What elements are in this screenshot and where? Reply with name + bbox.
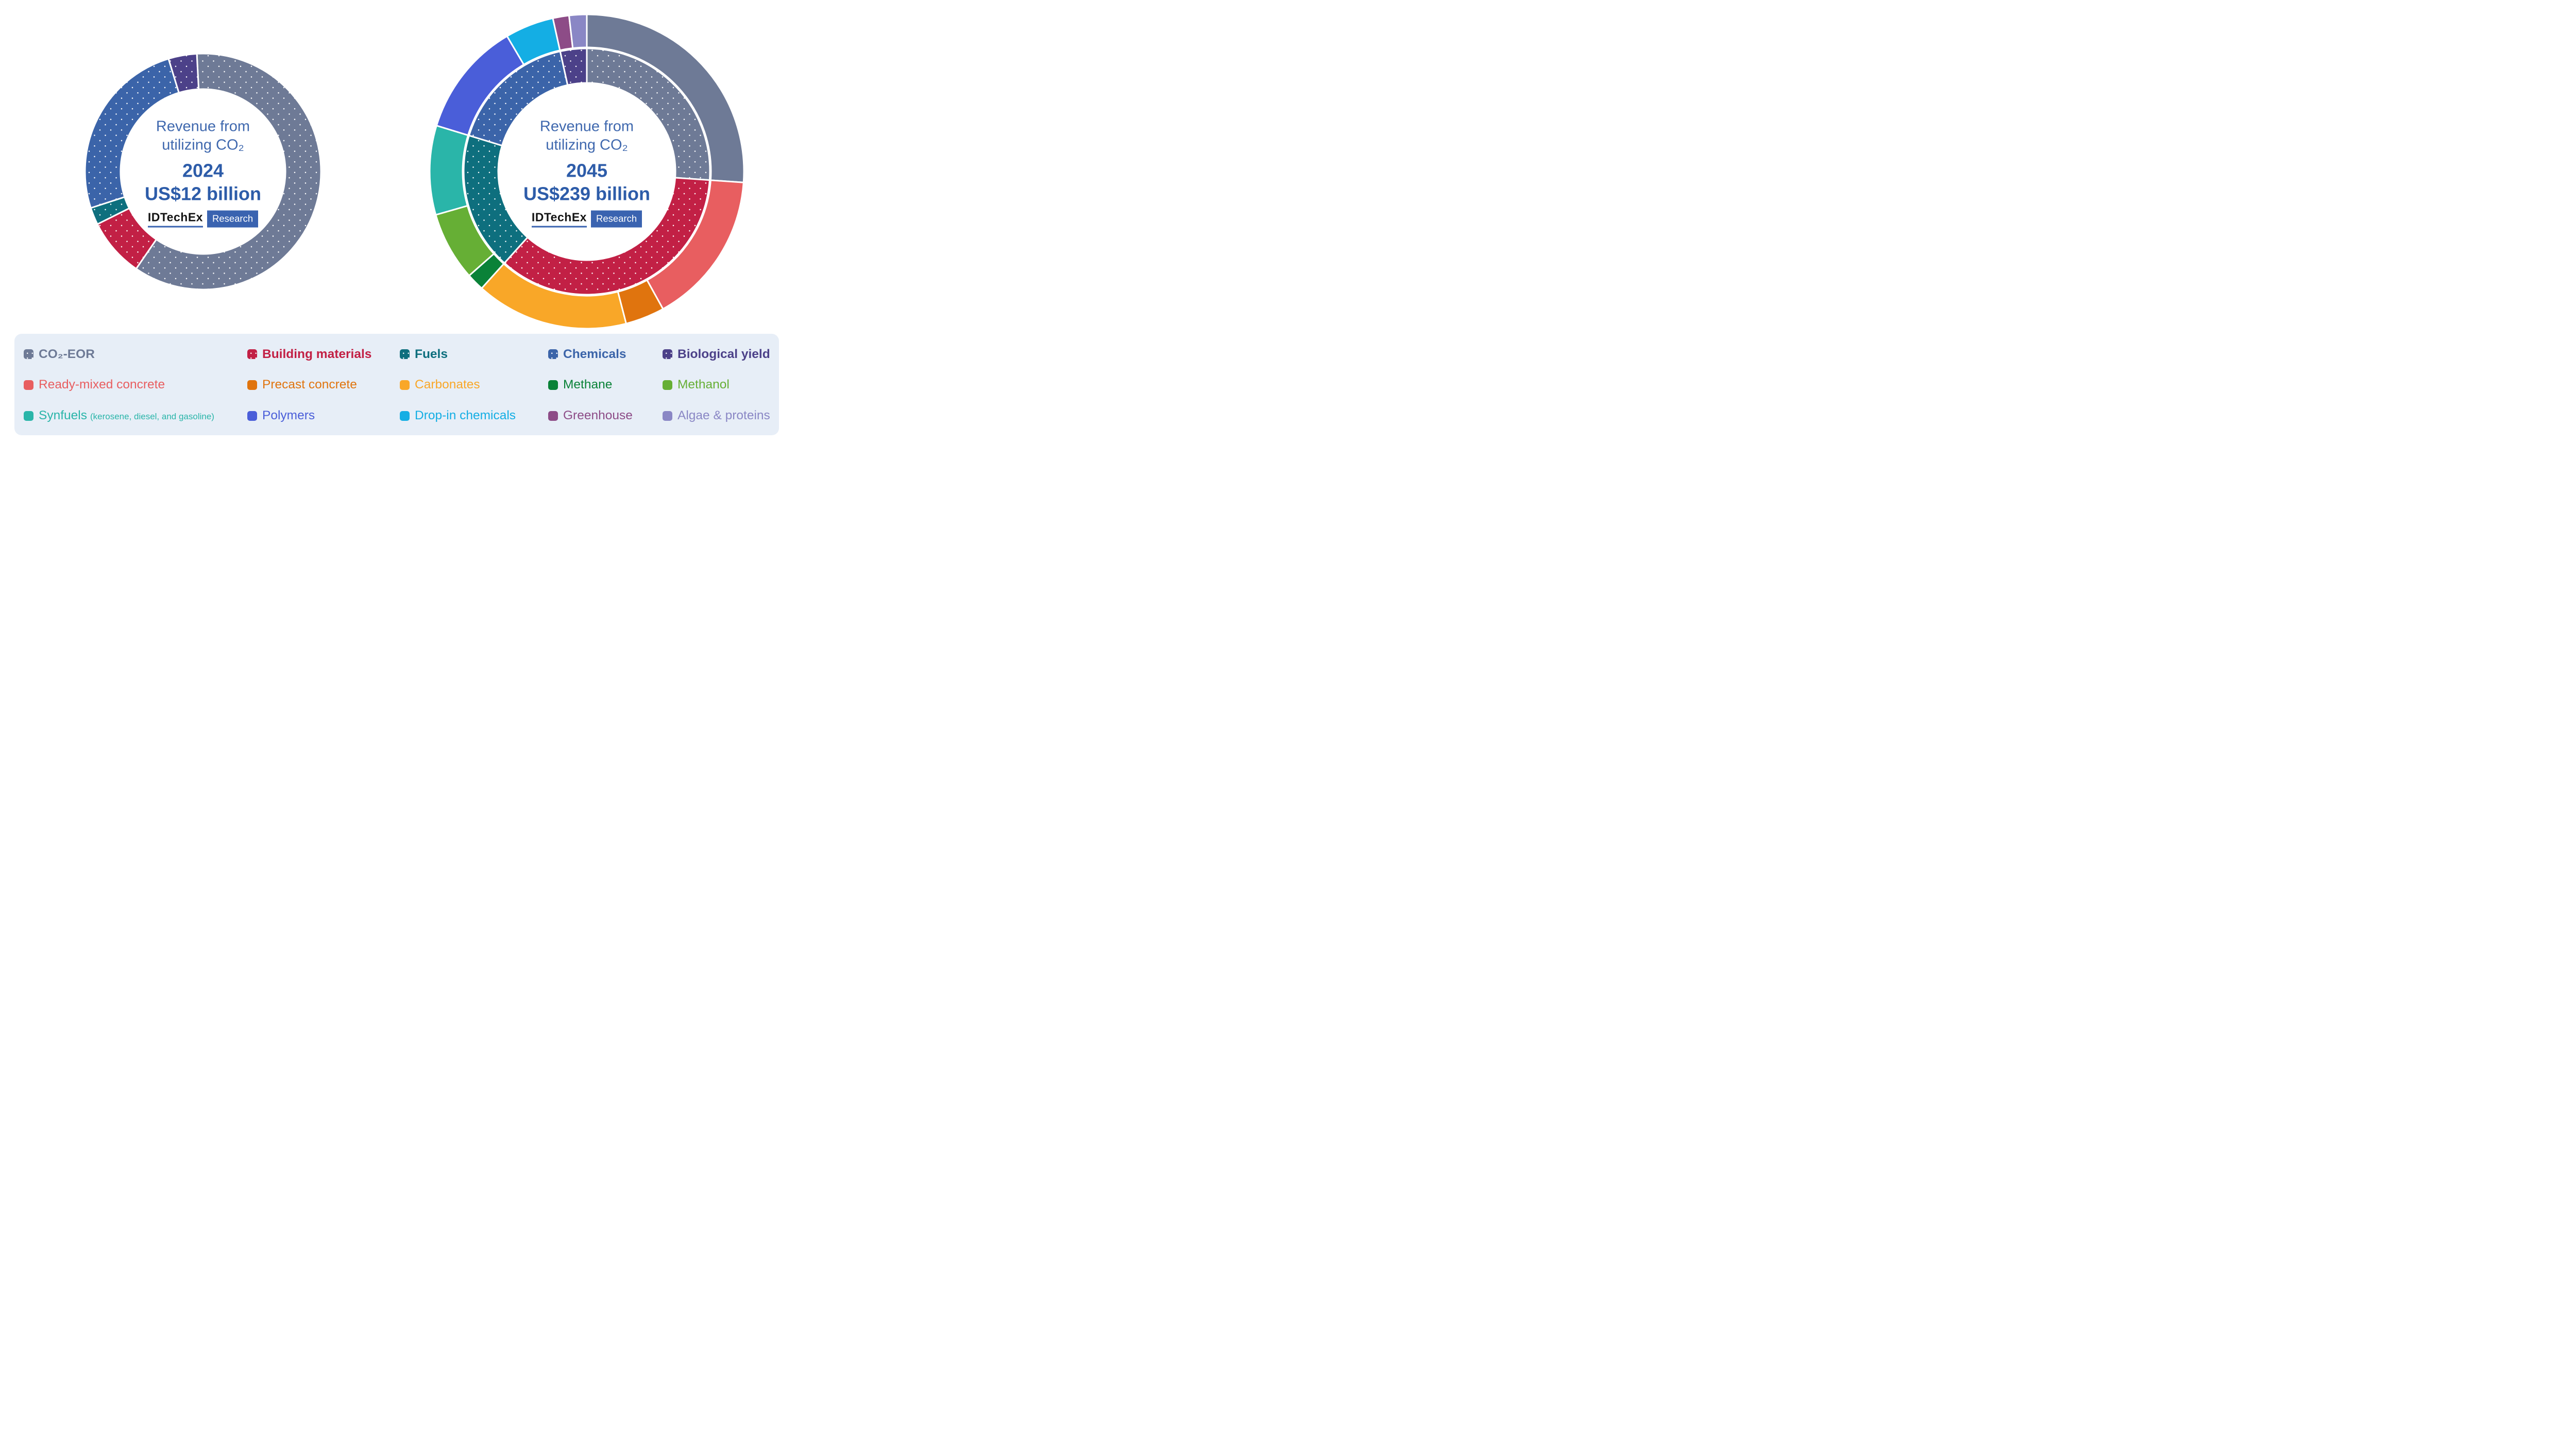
chart-total: US$239 billion [523,183,651,204]
legend-swatch-chemicals [548,349,558,360]
chart-total: US$12 billion [144,183,262,204]
chart-title-line2: utilizing CO₂ [162,137,244,154]
idtechex-logo: IDTechEx Research [499,210,674,228]
legend-item-methanol: Methanol [663,379,779,391]
chart-title-line1: Revenue from [156,118,250,135]
donut-2045-segment-biological-yield-dots [560,48,587,86]
chart-year: 2045 [566,160,608,181]
legend-item-co-eor: CO₂-EOR [24,348,247,361]
legend-item-ready-mixed-concrete: Ready-mixed concrete [24,379,247,391]
legend-label-carbonates: Carbonates [415,378,480,392]
legend-label-biological-yield: Biological yield [677,347,770,361]
legend-swatch-polymers [247,411,257,421]
legend-item-chemicals: Chemicals [548,348,663,361]
legend-item-methane: Methane [548,379,663,391]
legend-label-precast-concrete: Precast concrete [262,378,357,392]
legend-swatch-fuels [400,349,410,360]
donut-2045-segment-algae-proteins [568,13,588,49]
legend-panel: CO₂-EOR Building materials Fuels Chemicals B… [14,334,779,435]
donut-2024-segment-building-materials-dots [97,208,157,269]
idtechex-logo-research-badge: Research [207,210,259,228]
idtechex-logo-brand: IDTechEx [147,210,203,228]
legend-swatch-synfuels [24,411,33,421]
legend-label-chemicals: Chemicals [563,347,626,361]
legend-label-algae-proteins: Algae & proteins [677,408,770,422]
donut-2045-segment-fuels-dots [463,135,528,263]
donut-2045-segment-building-materials-dots [504,178,710,295]
legend-swatch-drop-in-chemicals [400,411,410,421]
legend-label-methane: Methane [563,378,613,392]
legend-label-polymers: Polymers [262,408,315,422]
legend-label-fuels: Fuels [415,347,448,361]
donut-2024-segment-fuels-dots [91,197,129,225]
legend-label-methanol: Methanol [677,378,730,392]
legend-swatch-precast-concrete [247,380,257,390]
legend-item-synfuels: Synfuels (kerosene, diesel, and gasoline) [24,408,247,422]
legend-label-co-eor: CO₂-EOR [39,347,95,361]
legend-swatch-carbonates [400,380,410,390]
donut-2024-segment-biological-yield-dots [168,54,199,93]
donut-2045-segment-co-eor-dots [587,48,710,180]
legend-swatch-methane [548,380,558,390]
legend-label-greenhouse: Greenhouse [563,408,633,422]
donut-2024-segment-chemicals-dots [85,59,179,208]
legend-label-suffix-synfuels: (kerosene, diesel, and gasoline) [90,411,214,421]
legend-swatch-algae-proteins [663,411,672,421]
chart-title-line2: utilizing CO₂ [546,137,628,154]
legend-item-precast-concrete: Precast concrete [247,379,400,391]
legend-item-greenhouse: Greenhouse [548,408,663,422]
chart-year: 2024 [182,160,224,181]
legend-item-algae-proteins: Algae & proteins [663,408,779,422]
legend-swatch-ready-mixed-concrete [24,380,33,390]
legend-label-drop-in-chemicals: Drop-in chemicals [415,408,516,422]
idtechex-logo: IDTechEx Research [115,210,291,228]
donut-2024-segment-co-eor-dots [136,53,321,289]
donut-charts-canvas [84,13,745,330]
legend-swatch-biological-yield [663,349,672,360]
idtechex-logo-research-badge: Research [590,210,642,228]
legend-swatch-methanol [663,380,672,390]
donut-2024-center-label: Revenue from utilizing CO₂ 2024 US$12 bi… [115,118,291,228]
legend-item-fuels: Fuels [400,348,548,361]
legend-item-carbonates: Carbonates [400,379,548,391]
legend-swatch-greenhouse [548,411,558,421]
legend-item-biological-yield: Biological yield [663,348,779,361]
co2-revenue-infographic: Revenue from utilizing CO₂ 2024 US$12 bi… [0,0,793,446]
legend-item-polymers: Polymers [247,408,400,422]
legend-item-building-materials: Building materials [247,348,400,361]
legend-label-synfuels: Synfuels (kerosene, diesel, and gasoline) [39,408,214,422]
donut-2045-segment-synfuels [429,125,469,216]
legend-label-ready-mixed-concrete: Ready-mixed concrete [39,378,165,392]
chart-title-line1: Revenue from [539,118,634,135]
legend-swatch-building-materials [247,349,257,360]
idtechex-logo-brand: IDTechEx [531,210,587,228]
donut-2045-center-label: Revenue from utilizing CO₂ 2045 US$239 b… [499,118,674,228]
legend-item-drop-in-chemicals: Drop-in chemicals [400,408,548,422]
donut-2045-segment-chemicals-dots [469,51,568,146]
legend-label-building-materials: Building materials [262,347,372,361]
legend-swatch-co-eor [24,349,33,360]
